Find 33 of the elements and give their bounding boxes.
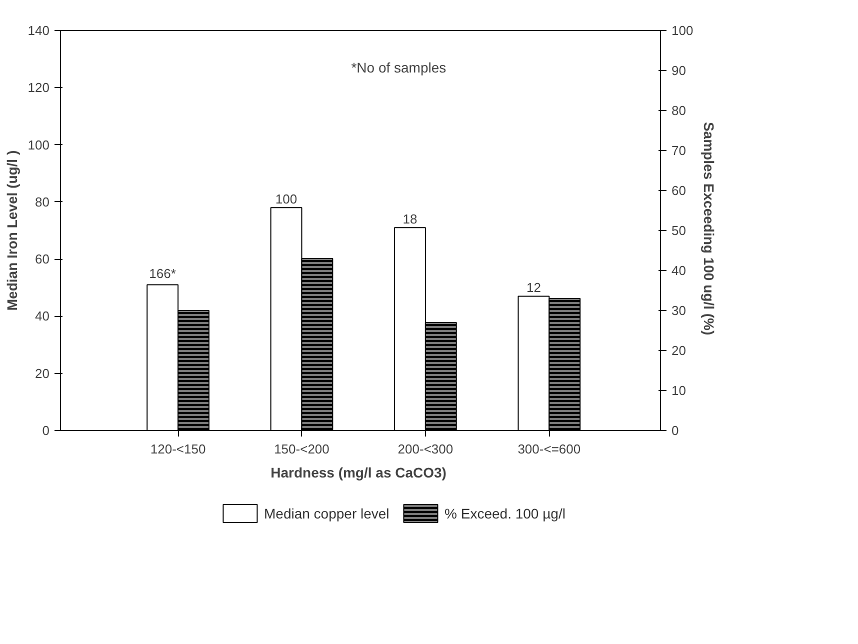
y2-tick-label: 10 [672, 383, 686, 398]
annotation: 100 [275, 192, 298, 207]
y-tick-label: 20 [35, 366, 50, 381]
x-axis-title: Hardness (mg/l as CaCO3) [270, 464, 446, 480]
legend-label: % Exceed. 100 µg/l [444, 506, 566, 522]
y2-tick-label: 70 [672, 143, 686, 158]
y-tick-label: 80 [35, 194, 50, 210]
y-tick-label: 140 [28, 23, 50, 38]
y2-tick-label: 40 [672, 263, 686, 278]
y-tick-label: 120 [28, 80, 50, 96]
y-tick-label: 40 [35, 308, 50, 324]
y-tick-label: 60 [35, 252, 50, 267]
annotation: 18 [402, 212, 418, 227]
y2-tick-label: 0 [672, 423, 679, 438]
annotation: 166* [149, 266, 176, 281]
y2-tick-label: 20 [672, 343, 686, 358]
y2-axis-title: Samples Exceeding 100 ug/l (%) [701, 122, 718, 336]
y-axis-title: Median Iron Level (ug/l ) [4, 150, 20, 311]
annotation: 12 [526, 280, 541, 296]
y2-tick-label: 90 [672, 63, 686, 78]
legend-label: Median copper level [264, 506, 390, 522]
y-tick-label: 0 [42, 423, 50, 438]
y2-tick-label: 100 [672, 23, 694, 38]
y2-tick-label: 80 [672, 103, 686, 118]
x-tick-label: 200-<300 [398, 442, 454, 456]
y2-tick-label: 60 [672, 183, 686, 198]
annotation: *No of samples [351, 60, 446, 76]
x-tick-label: 120-<150 [150, 442, 206, 456]
y2-tick-label: 30 [672, 303, 686, 318]
y-tick-label: 100 [28, 137, 50, 152]
y2-tick-label: 50 [672, 223, 686, 238]
x-tick-label: 150-<200 [274, 442, 330, 456]
x-tick-label: 300-<=600 [518, 442, 581, 456]
